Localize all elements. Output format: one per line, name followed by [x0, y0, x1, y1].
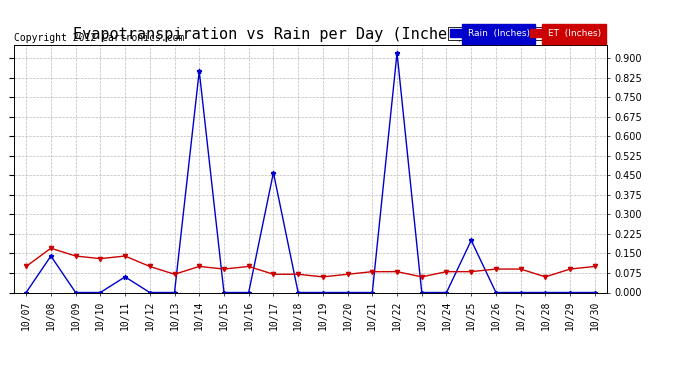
Legend: Rain  (Inches), ET  (Inches): Rain (Inches), ET (Inches)	[448, 27, 602, 40]
Title: Evapotranspiration vs Rain per Day (Inches) 20121031: Evapotranspiration vs Rain per Day (Inch…	[73, 27, 548, 42]
Text: Copyright 2012 Cartronics.com: Copyright 2012 Cartronics.com	[14, 33, 184, 42]
